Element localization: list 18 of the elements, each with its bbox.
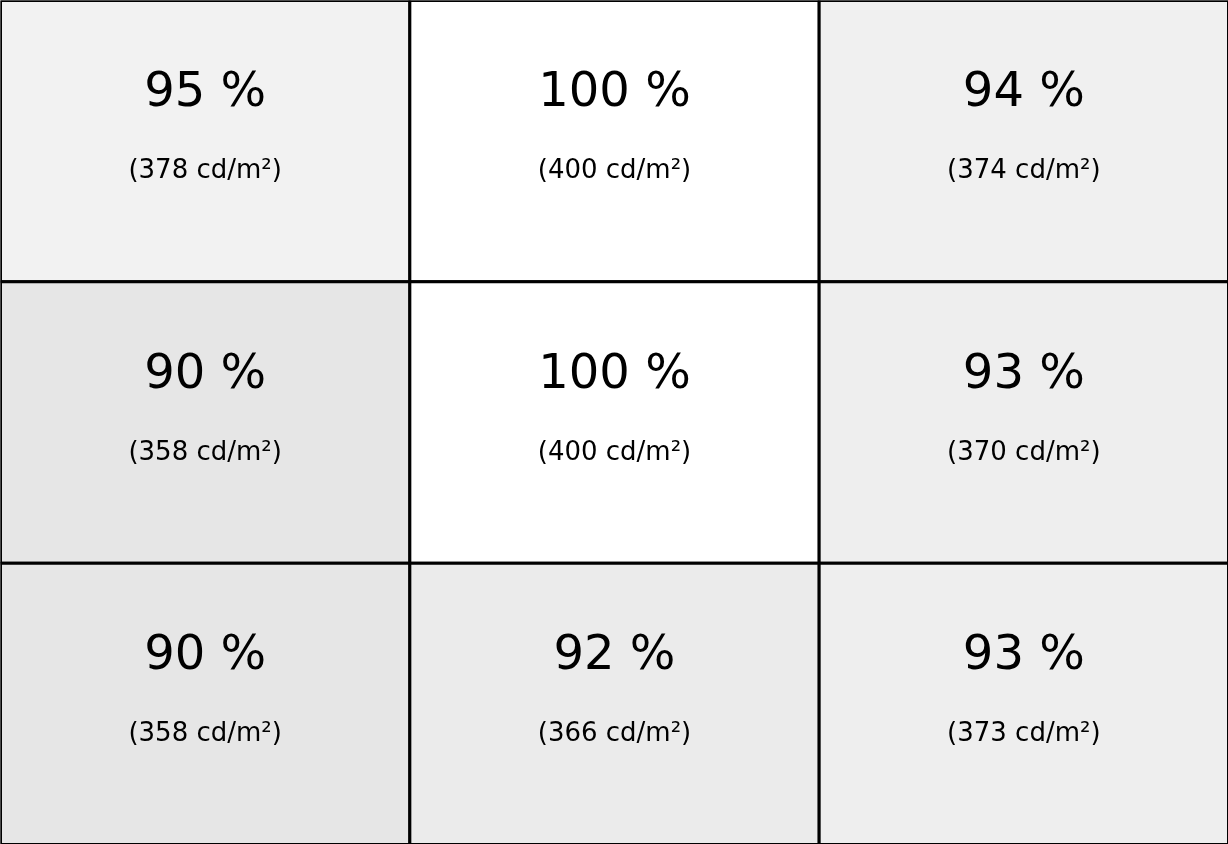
annotation: (366 cd/m²) — [537, 716, 692, 747]
annotation: (370 cd/m²) — [947, 435, 1101, 466]
annotation: (400 cd/m²) — [537, 435, 692, 466]
data-label: 90 % — [144, 623, 267, 680]
annotation: (378 cd/m²) — [128, 154, 282, 185]
annotation: (373 cd/m²) — [947, 716, 1101, 747]
annotation: (400 cd/m²) — [537, 154, 692, 185]
data-label: 100 % — [538, 61, 691, 118]
data-label: 94 % — [962, 61, 1085, 118]
data-label: 93 % — [962, 342, 1085, 399]
data-label: 100 % — [538, 342, 691, 399]
annotation: (374 cd/m²) — [947, 154, 1101, 185]
data-label: 95 % — [144, 61, 267, 118]
data-label: 93 % — [962, 623, 1085, 680]
data-label: 90 % — [144, 342, 267, 399]
annotation: (358 cd/m²) — [128, 716, 282, 747]
annotation: (358 cd/m²) — [128, 435, 282, 466]
data-label: 92 % — [553, 623, 676, 680]
